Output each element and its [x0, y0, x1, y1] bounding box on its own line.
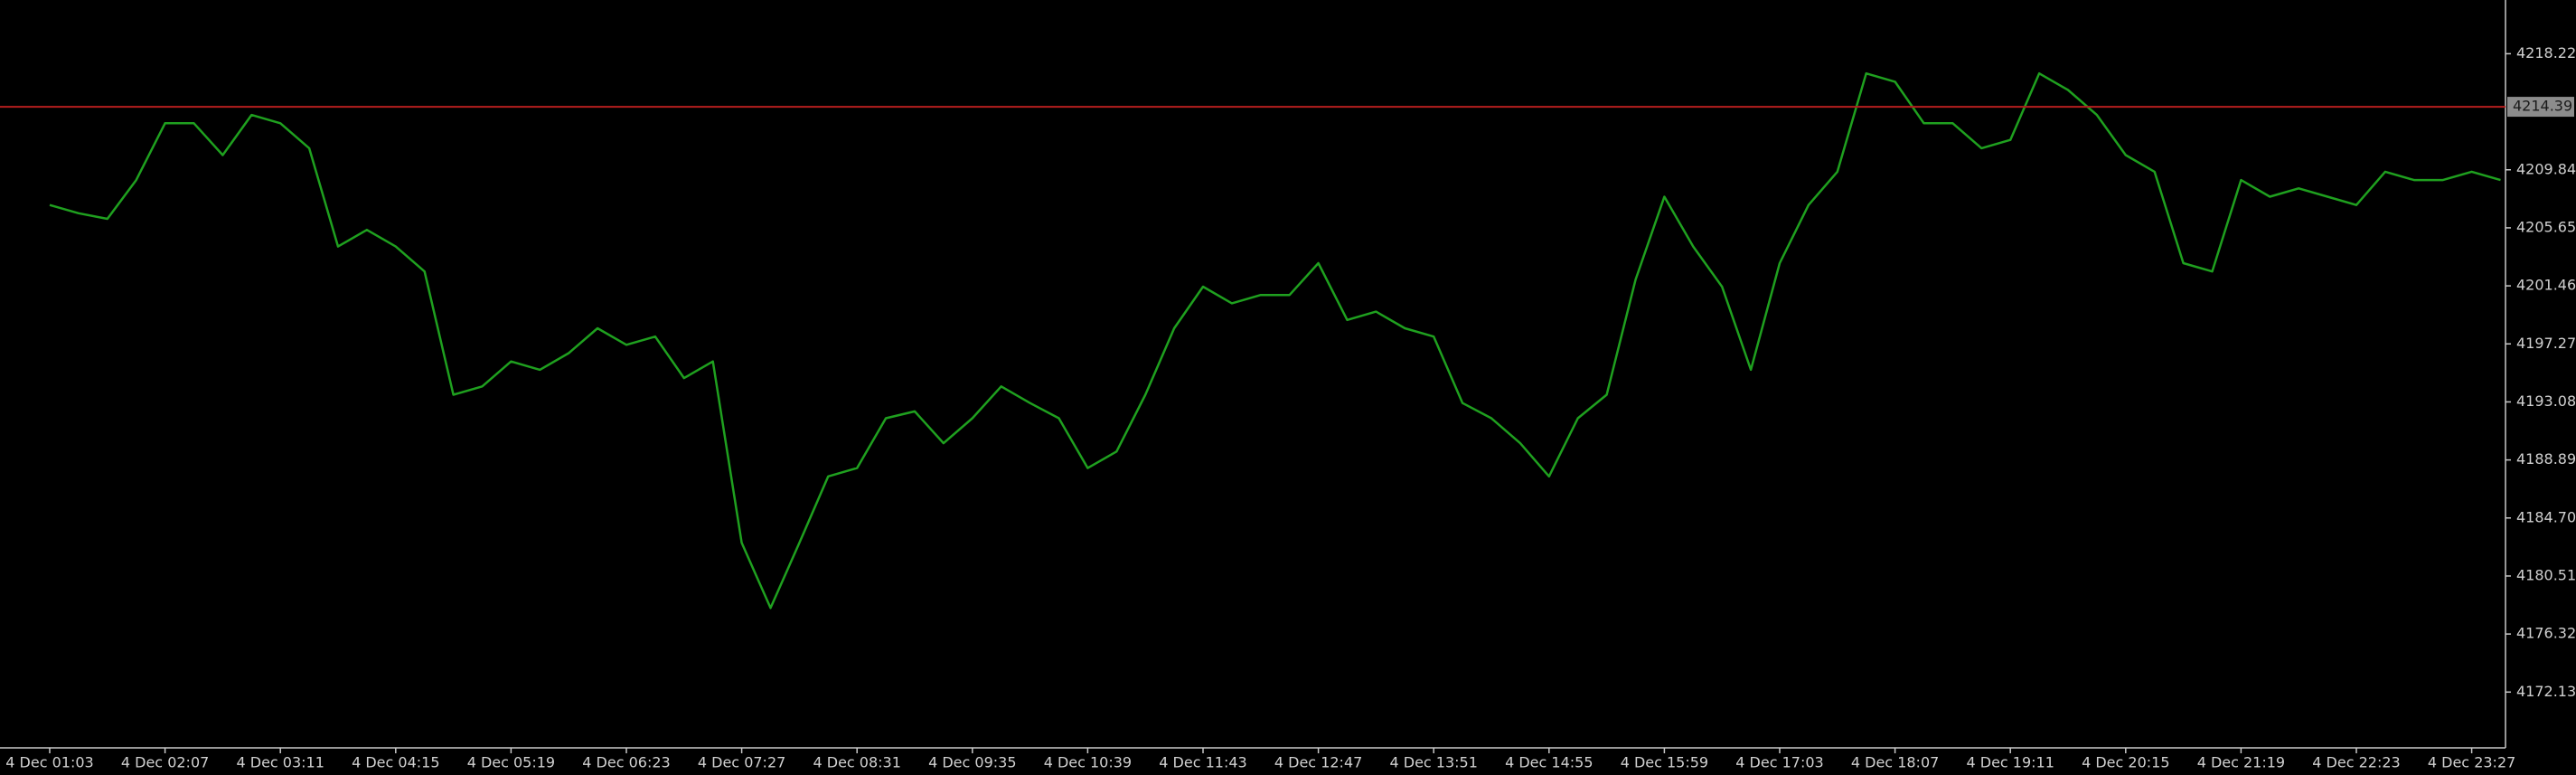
- y-tick-label: 4180.51: [2516, 566, 2576, 583]
- x-tick-label: 4 Dec 14:55: [1505, 754, 1593, 771]
- x-tick-label: 4 Dec 23:27: [2428, 754, 2515, 771]
- y-tick-label: 4205.65: [2516, 218, 2576, 235]
- y-tick-label: 4201.46: [2516, 277, 2576, 294]
- y-tick-label: 4176.32: [2516, 625, 2576, 642]
- x-tick-label: 4 Dec 19:11: [1966, 754, 2054, 771]
- x-tick-label: 4 Dec 10:39: [1044, 754, 1132, 771]
- x-tick-label: 4 Dec 02:07: [121, 754, 209, 771]
- x-tick-label: 4 Dec 04:15: [352, 754, 439, 771]
- price-line-series: [49, 71, 2501, 610]
- x-tick-label: 4 Dec 17:03: [1735, 754, 1823, 771]
- x-tick-label: 4 Dec 06:23: [582, 754, 670, 771]
- y-tick-label: 4184.70: [2516, 508, 2576, 525]
- x-tick-label: 4 Dec 12:47: [1274, 754, 1362, 771]
- x-tick-label: 4 Dec 15:59: [1621, 754, 1708, 771]
- x-tick-label: 4 Dec 07:27: [698, 754, 785, 771]
- y-tick-label: 4218.22: [2516, 44, 2576, 61]
- x-tick-label: 4 Dec 09:35: [928, 754, 1016, 771]
- x-tick-label: 4 Dec 21:19: [2197, 754, 2285, 771]
- x-tick-label: 4 Dec 05:19: [467, 754, 555, 771]
- current-price-box: [2507, 97, 2574, 118]
- x-tick-label: 4 Dec 01:03: [5, 754, 93, 771]
- x-tick-label: 4 Dec 18:07: [1851, 754, 1939, 771]
- x-tick-label: 4 Dec 03:11: [236, 754, 324, 771]
- x-tick-label: 4 Dec 08:31: [813, 754, 900, 771]
- y-tick-label: 4172.13: [2516, 683, 2576, 700]
- x-tick-label: 4 Dec 22:23: [2312, 754, 2400, 771]
- y-tick-label: 4209.84: [2516, 160, 2576, 177]
- x-tick-label: 4 Dec 13:51: [1389, 754, 1477, 771]
- x-tick-label: 4 Dec 20:15: [2082, 754, 2169, 771]
- y-tick-label: 4193.08: [2516, 392, 2576, 410]
- current-price-label: 4214.39: [2513, 98, 2572, 115]
- x-tick-label: 4 Dec 11:43: [1159, 754, 1246, 771]
- y-tick-label: 4188.89: [2516, 450, 2576, 468]
- y-tick-label: 4197.27: [2516, 335, 2576, 352]
